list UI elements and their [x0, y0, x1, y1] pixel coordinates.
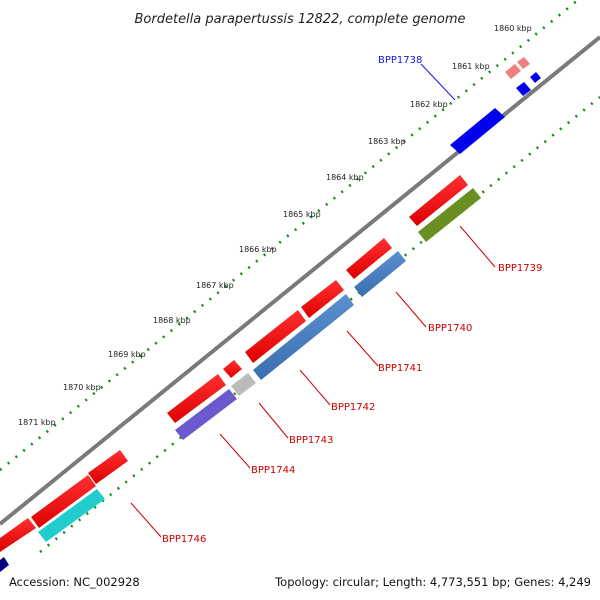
tick-label: 1868 kbp: [153, 316, 191, 325]
leader-line: [459, 225, 496, 268]
tick-label: 1861 kbp: [452, 62, 490, 71]
gene-feature-steelblue[interactable]: [354, 251, 406, 297]
gene-label-bpp1744[interactable]: BPP1744: [251, 465, 295, 476]
gene-feature-grey[interactable]: [231, 373, 256, 396]
outer-dotted-track: [0, 0, 579, 472]
tick-labels: 1860 kbp 1861 kbp 1862 kbp 1863 kbp 1864…: [18, 24, 532, 427]
leader-line: [299, 369, 331, 406]
gene-feature-red[interactable]: [0, 518, 36, 552]
gene-feature-red[interactable]: [31, 475, 96, 528]
leader-line: [258, 402, 289, 439]
gene-feature-olive[interactable]: [418, 188, 481, 242]
gene-feature-navy[interactable]: [0, 557, 9, 572]
label-leaders: [130, 63, 496, 538]
gene-label-bpp1741[interactable]: BPP1741: [378, 363, 422, 374]
tick-label: 1870 kbp: [63, 383, 101, 392]
gene-feature-cyan[interactable]: [38, 489, 105, 542]
gene-label-bpp1746[interactable]: BPP1746: [162, 534, 206, 545]
tick-label: 1863 kbp: [368, 137, 406, 146]
gene-label-bpp1742[interactable]: BPP1742: [331, 402, 375, 413]
gene-feature-blue-small[interactable]: [516, 82, 531, 96]
gene-feature-blue-small[interactable]: [530, 72, 541, 83]
tick-label: 1871 kbp: [18, 418, 56, 427]
tick-label: 1865 kbp: [283, 210, 321, 219]
forward-strand-features: [0, 57, 541, 552]
leader-line: [346, 330, 379, 367]
reverse-strand-features: [0, 82, 531, 572]
gene-label-bpp1738[interactable]: BPP1738: [378, 55, 422, 66]
gene-feature-blue[interactable]: [450, 108, 505, 154]
tick-label: 1862 kbp: [410, 100, 448, 109]
gene-feature-purple[interactable]: [175, 389, 237, 440]
gene-feature-red[interactable]: [223, 360, 242, 378]
gene-feature-pink[interactable]: [517, 57, 530, 69]
tick-label: 1867 kbp: [196, 281, 234, 290]
gene-feature-red[interactable]: [409, 175, 468, 226]
gene-feature-pink[interactable]: [505, 64, 521, 79]
leader-line: [219, 433, 251, 469]
map-title: Bordetella parapertussis 12822, complete…: [135, 12, 466, 27]
gene-feature-steelblue[interactable]: [253, 294, 354, 380]
gene-labels: BPP1738 BPP1739 BPP1740 BPP1741 BPP1742 …: [162, 55, 542, 545]
gene-feature-red[interactable]: [301, 280, 344, 318]
leader-line: [395, 291, 427, 328]
tick-label: 1860 kbp: [494, 24, 532, 33]
accession-text: Accession: NC_002928: [9, 575, 140, 589]
genome-backbone: [0, 35, 600, 526]
gene-feature-red[interactable]: [245, 310, 306, 363]
leader-line: [420, 63, 456, 101]
gene-label-bpp1740[interactable]: BPP1740: [428, 323, 472, 334]
tick-label: 1869 kbp: [108, 350, 146, 359]
gene-feature-red[interactable]: [167, 374, 226, 423]
gene-label-bpp1739[interactable]: BPP1739: [498, 263, 542, 274]
tick-label: 1864 kbp: [326, 173, 364, 182]
topology-summary: Topology: circular; Length: 4,773,551 bp…: [274, 575, 591, 589]
tick-label: 1866 kbp: [239, 245, 277, 254]
gene-label-bpp1743[interactable]: BPP1743: [289, 435, 333, 446]
gene-feature-red[interactable]: [346, 238, 392, 279]
leader-line: [130, 502, 162, 538]
gene-feature-red[interactable]: [88, 450, 128, 484]
